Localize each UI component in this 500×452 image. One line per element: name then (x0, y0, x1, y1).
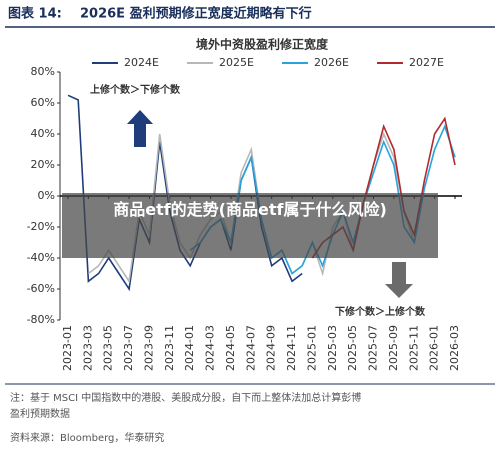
x-tick-label: 2023-05 (102, 325, 115, 371)
overlay-banner: 商品etf的走势(商品etf属于什么风险) (62, 193, 438, 258)
x-tick-label: 2025-07 (367, 325, 380, 371)
y-tick-label: 60% (31, 96, 55, 109)
x-tick-label: 2025-01 (305, 325, 318, 371)
x-tick-label: 2025-03 (326, 325, 339, 371)
x-tick-label: 2023-03 (81, 325, 94, 371)
x-tick-label: 2025-09 (387, 325, 400, 371)
y-tick-label: -80% (27, 313, 55, 326)
x-tick-label: 2024-11 (285, 325, 298, 371)
x-tick-label: 2024-01 (183, 325, 196, 371)
y-tick-label: 20% (31, 158, 55, 171)
x-tick-label: 2024-09 (265, 325, 278, 371)
x-tick-label: 2025-11 (407, 325, 420, 371)
y-tick-label: -20% (27, 220, 55, 233)
x-tick-label: 2024-03 (204, 325, 217, 371)
y-tick-label: -40% (27, 251, 55, 264)
x-tick-label: 2024-07 (244, 325, 257, 371)
x-tick-label: 2023-09 (142, 325, 155, 371)
annotation: 下修个数＞上修个数 (335, 305, 426, 318)
y-tick-label: 80% (31, 65, 55, 78)
legend-label: 2027E (409, 56, 444, 69)
annotation: 上修个数＞下修个数 (90, 83, 181, 96)
x-tick-label: 2023-11 (163, 325, 176, 371)
chart-title: 境外中资股盈利修正宽度 (196, 37, 329, 52)
x-tick-label: 2024-05 (224, 325, 237, 371)
header-title: 2026E 盈利预期修正宽度近期略有下行 (80, 6, 312, 22)
y-tick-label: 0% (38, 189, 55, 202)
y-tick-label: 40% (31, 127, 55, 140)
x-tick-label: 2023-07 (122, 325, 135, 371)
header-prefix: 图表 14: (8, 6, 62, 22)
x-tick-label: 2026-01 (428, 325, 441, 371)
source: 资料来源：Bloomberg，华泰研究 (10, 431, 164, 444)
down-arrow (385, 262, 413, 298)
x-tick-label: 2025-05 (346, 325, 359, 371)
legend-label: 2025E (219, 56, 254, 69)
note: 盈利预期数据 (10, 407, 70, 420)
x-tick-label: 2026-03 (448, 325, 461, 371)
note: 注：基于 MSCI 中国指数中的港股、美股成分股，自下而上整体法加总计算彭博 (10, 391, 361, 404)
x-tick-label: 2023-01 (61, 325, 74, 371)
up-arrow (127, 110, 153, 147)
legend-label: 2026E (314, 56, 349, 69)
y-tick-label: -60% (27, 282, 55, 295)
legend-label: 2024E (124, 56, 159, 69)
